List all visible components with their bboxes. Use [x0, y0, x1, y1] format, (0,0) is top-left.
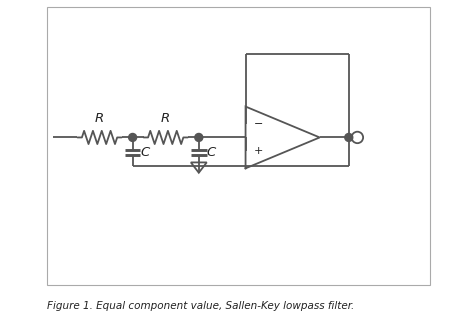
Text: R: R	[161, 112, 170, 125]
Text: +: +	[253, 146, 263, 156]
Text: R: R	[95, 112, 104, 125]
Circle shape	[344, 133, 352, 141]
Text: Figure 1. Equal component value, Sallen-Key lowpass filter.: Figure 1. Equal component value, Sallen-…	[47, 301, 353, 311]
Text: C: C	[206, 146, 215, 159]
Circle shape	[129, 133, 136, 141]
Text: C: C	[140, 146, 149, 159]
Circle shape	[194, 133, 202, 141]
Text: −: −	[253, 119, 263, 129]
